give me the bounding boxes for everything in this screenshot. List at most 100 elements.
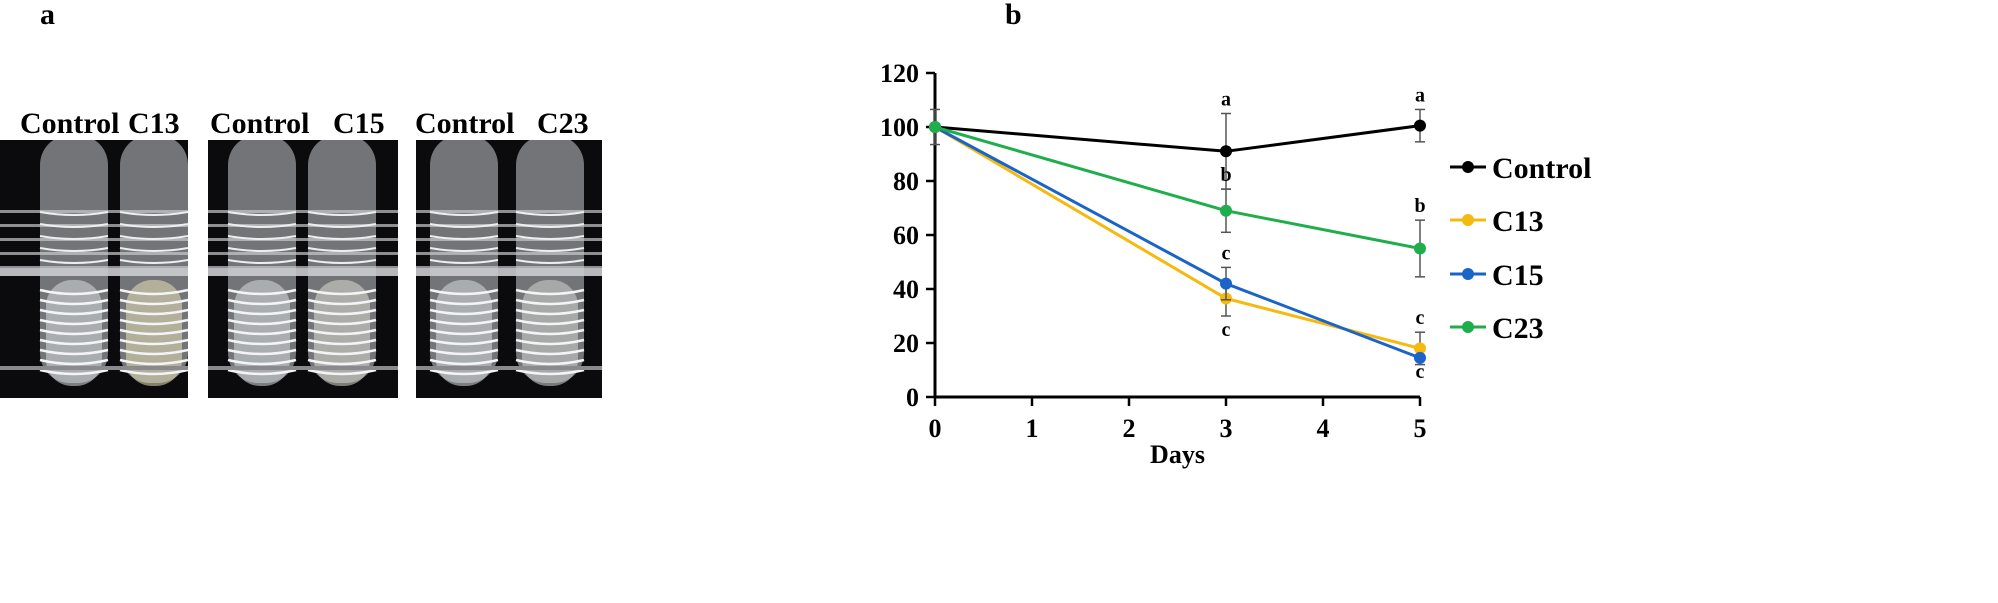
y-tick-label: 20: [893, 329, 919, 358]
tube-rack-reflection: [227, 211, 297, 216]
tube-rack-reflection: [39, 211, 109, 216]
tube-rack-reflection: [119, 259, 188, 264]
tube-rack-reflection: [39, 235, 109, 240]
tube-rack-reflection: [119, 368, 188, 376]
data-point-c15: [1414, 351, 1426, 364]
tube-rack-reflection: [307, 288, 377, 296]
tube-label-control: Control: [210, 107, 310, 140]
rack-wire: [416, 252, 602, 255]
rack-wire: [208, 366, 398, 370]
tube-rack-reflection: [515, 368, 585, 376]
tube-rack-reflection: [39, 318, 109, 326]
significance-letter: c: [1222, 242, 1231, 264]
data-point-c13: [1414, 342, 1426, 355]
y-tick-label: 0: [906, 383, 919, 412]
x-tick-label: 5: [1414, 414, 1427, 443]
tube-rack-reflection: [429, 259, 499, 264]
degradation-line-chart: 020406080100120012345DaysPhenanthrene re…: [880, 59, 1591, 469]
tube-rack-reflection: [39, 247, 109, 252]
tube-photo: [208, 140, 398, 398]
tube-rack-reflection: [39, 328, 109, 336]
tube-rack-reflection: [307, 338, 377, 346]
data-point-c15: [1220, 277, 1232, 290]
tube-rack-reflection: [39, 348, 109, 356]
tube-rack-reflection: [227, 358, 297, 366]
tube-rack-reflection: [227, 259, 297, 264]
tube-rack-reflection: [307, 348, 377, 356]
tube-rack-reflection: [227, 338, 297, 346]
tube-rack-reflection: [119, 318, 188, 326]
series-line-c15: [934, 125, 1421, 360]
rack-wire: [416, 366, 602, 370]
tube-rack-reflection: [307, 318, 377, 326]
data-point-control: [1220, 145, 1232, 158]
tube-photo: [416, 140, 602, 398]
tube-rack-reflection: [307, 358, 377, 366]
rack-wire: [0, 366, 188, 370]
tube-rack-reflection: [429, 328, 499, 336]
tube-rack-reflection: [307, 298, 377, 306]
legend-label-c15: C15: [1492, 259, 1544, 292]
tube-rack-reflection: [515, 358, 585, 366]
tube-rack-reflection: [307, 368, 377, 376]
rack-bar: [416, 268, 602, 276]
y-tick-label: 80: [893, 167, 919, 196]
x-axis-label: Days: [1150, 440, 1205, 469]
tube-rack-reflection: [119, 348, 188, 356]
tube-rack-reflection: [39, 338, 109, 346]
rack-wire: [416, 224, 602, 227]
tube-rack-reflection: [39, 358, 109, 366]
tube-rack-reflection: [39, 259, 109, 264]
tube-rack-reflection: [119, 308, 188, 316]
tube-rack-reflection: [227, 247, 297, 252]
tube-rack-reflection: [307, 328, 377, 336]
legend-label-control: Control: [1492, 152, 1591, 185]
panel-b-letter: b: [1005, 0, 1022, 31]
tube-rack-reflection: [515, 318, 585, 326]
y-tick-label: 60: [893, 221, 919, 250]
tube-rack-reflection: [119, 211, 188, 216]
data-point-c23: [929, 121, 941, 133]
tube-rack-reflection: [119, 247, 188, 252]
tube-rack-reflection: [429, 211, 499, 216]
tube-rack-reflection: [515, 328, 585, 336]
tube-rack-reflection: [119, 358, 188, 366]
significance-letter: b: [1220, 164, 1231, 186]
tube-photo: [0, 140, 188, 398]
tube-rack-reflection: [119, 328, 188, 336]
tube-rack-reflection: [227, 288, 297, 296]
x-tick-label: 0: [929, 414, 942, 443]
tube-label-c13: C13: [128, 107, 180, 140]
tube-rack-reflection: [429, 318, 499, 326]
rack-wire: [416, 238, 602, 241]
tube-label-control: Control: [415, 107, 515, 140]
rack-wire: [208, 224, 398, 227]
data-point-control: [1414, 119, 1426, 132]
tube-rack-reflection: [227, 348, 297, 356]
tube-rack-reflection: [119, 223, 188, 228]
tube-rack-reflection: [429, 368, 499, 376]
tube-rack-reflection: [515, 211, 585, 216]
x-tick-label: 2: [1123, 414, 1136, 443]
tube-rack-reflection: [515, 288, 585, 296]
y-tick-label: 120: [880, 59, 919, 88]
rack-wire: [416, 210, 602, 213]
tube-rack-reflection: [515, 338, 585, 346]
tube-rack-reflection: [39, 223, 109, 228]
significance-letter: c: [1222, 319, 1231, 341]
tube-rack-reflection: [515, 223, 585, 228]
tube-rack-reflection: [515, 259, 585, 264]
significance-letter: a: [1221, 89, 1231, 111]
tube-rack-reflection: [515, 298, 585, 306]
data-point-c23: [1414, 242, 1426, 255]
tube-rack-reflection: [119, 235, 188, 240]
tube-rack-reflection: [515, 247, 585, 252]
significance-letter: a: [1415, 84, 1425, 106]
y-tick-label: 100: [880, 113, 919, 142]
rack-wire: [208, 252, 398, 255]
x-tick-label: 1: [1026, 414, 1039, 443]
tube-rack-reflection: [119, 338, 188, 346]
data-point-c23: [1220, 204, 1232, 217]
series-line-c23: [934, 125, 1421, 250]
tube-rack-reflection: [429, 223, 499, 228]
